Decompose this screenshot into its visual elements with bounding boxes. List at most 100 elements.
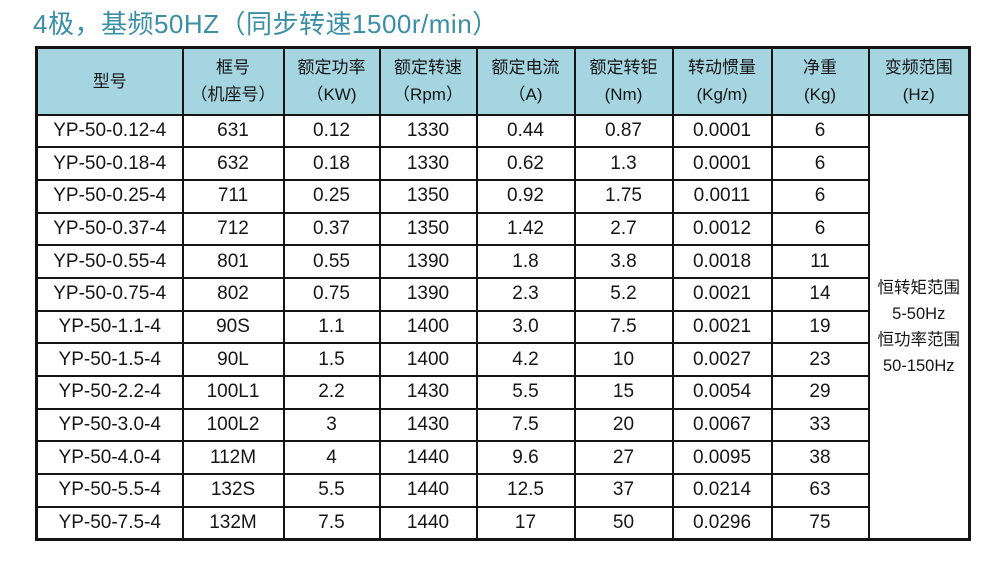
header-row: 型号 框号 （机座号） 额定功率 （KW) 额定转速 （Rpm） 额定电流 （A) 额定转钜 (Nm…	[35, 46, 971, 116]
table-cell: 712	[181, 211, 285, 247]
table-cell: 0.92	[475, 178, 576, 214]
table-cell: 0.37	[282, 211, 381, 247]
table-cell: 7.5	[282, 505, 381, 541]
table-row: YP-50-0.37-4 712 0.37 1350 1.42 2.7 0.0012 6	[35, 211, 970, 247]
table-cell: 0.0214	[671, 473, 773, 508]
table-row: YP-50-0.55-4 801 0.55 1390 1.8 3.8 0.0018 11	[35, 244, 970, 279]
column-header-6: 转动惯量 (Kg/m)	[671, 46, 773, 116]
table-cell: 1.8	[475, 244, 576, 279]
table-cell: 6	[770, 178, 870, 214]
column-header-line1: 转动惯量	[688, 58, 756, 78]
column-header-1: 框号 （机座号）	[181, 46, 285, 116]
table-cell: 3	[282, 407, 381, 443]
frequency-range-line: 恒转矩范围	[877, 278, 961, 297]
table-cell: 2.7	[573, 211, 674, 247]
table-cell: 19	[770, 309, 870, 345]
table-cell: 132M	[181, 505, 285, 541]
column-header-7: 净重 (Kg)	[770, 46, 870, 116]
table-cell: 11	[770, 244, 870, 279]
table-cell: 50	[573, 505, 674, 541]
table-cell: 0.25	[282, 178, 381, 214]
column-header-line1: 框号	[216, 58, 250, 78]
table-header: 型号 框号 （机座号） 额定功率 （KW) 额定转速 （Rpm） 额定电流 （A) 额定转钜 (Nm…	[35, 46, 971, 116]
table-cell: YP-50-0.12-4	[35, 113, 184, 149]
table-cell: 0.0067	[671, 407, 773, 443]
frequency-range-line: 5-50Hz	[892, 304, 946, 323]
table-cell: 100L2	[181, 407, 285, 443]
table-cell: 0.0054	[671, 375, 773, 410]
table-cell: 5.5	[475, 375, 576, 410]
table-cell: 1350	[378, 211, 478, 247]
table-cell: YP-50-3.0-4	[35, 407, 184, 443]
table-cell: 0.12	[282, 113, 381, 149]
table-cell: 0.0095	[671, 440, 773, 476]
column-header-line2: （A)	[508, 85, 543, 105]
frequency-range-line: 50-150Hz	[882, 356, 955, 375]
table-cell: 132S	[181, 473, 285, 508]
table-cell: YP-50-0.75-4	[35, 276, 184, 312]
table-cell: 801	[181, 244, 285, 279]
table-cell: 23	[770, 342, 870, 377]
table-cell: 0.0001	[671, 113, 773, 149]
table-cell: 12.5	[475, 473, 576, 508]
table-cell: 75	[770, 505, 870, 541]
column-header-line1: 额定功率	[297, 58, 366, 78]
table-cell: 63	[770, 473, 870, 508]
table-cell: 2.2	[282, 375, 381, 410]
table-cell: 1.5	[282, 342, 381, 377]
table-cell: 0.0021	[671, 276, 773, 312]
table-cell: 4	[282, 440, 381, 476]
table-cell: 7.5	[573, 309, 674, 345]
table-cell: 100L1	[181, 375, 285, 410]
table-cell: 0.55	[282, 244, 381, 279]
table-cell: 1.42	[475, 211, 576, 247]
table-cell: YP-50-0.25-4	[35, 178, 184, 214]
table-cell: 27	[573, 440, 674, 476]
table-cell: 14	[770, 276, 870, 312]
column-header-3: 额定转速 （Rpm）	[378, 46, 478, 116]
table-cell: 15	[573, 375, 674, 410]
table-cell: 37	[573, 473, 674, 508]
column-header-line2: （KW)	[306, 85, 357, 105]
table-cell: 33	[770, 407, 870, 443]
column-header-line2: (Hz)	[902, 85, 935, 105]
table-cell: 6	[770, 146, 870, 181]
column-header-8: 变频范围 (Hz)	[867, 46, 971, 116]
table-cell: YP-50-7.5-4	[35, 505, 184, 541]
column-header-line1: 额定转钜	[589, 58, 658, 78]
table-cell: YP-50-5.5-4	[35, 473, 184, 508]
table-cell: 1.3	[573, 146, 674, 181]
table-cell: 17	[475, 505, 576, 541]
table-cell: YP-50-0.18-4	[35, 146, 184, 181]
table-cell: 1.75	[573, 178, 674, 214]
table-cell: 1430	[378, 407, 478, 443]
table-cell: 0.62	[475, 146, 576, 181]
table-cell: 1330	[378, 146, 478, 181]
table-cell: 1390	[378, 276, 478, 312]
column-header-4: 额定电流 （A)	[475, 46, 576, 116]
table-row: YP-50-0.75-4 802 0.75 1390 2.3 5.2 0.0021 14	[35, 276, 970, 312]
column-header-line2: (Nm)	[604, 85, 643, 105]
motor-spec-table: 型号 框号 （机座号） 额定功率 （KW) 额定转速 （Rpm） 额定电流 （A) 额定转钜 (Nm…	[35, 46, 971, 541]
column-header-0: 型号	[35, 46, 184, 116]
table-cell: 1440	[378, 505, 478, 541]
frequency-range-cell: 恒转矩范围 5-50Hz 恒功率范围 50-150Hz	[867, 113, 971, 541]
column-header-line2: (Kg/m)	[696, 85, 748, 105]
table-row: YP-50-7.5-4 132M 7.5 1440 17 50 0.0296 75	[35, 505, 970, 541]
table-cell: 6	[770, 113, 870, 149]
table-cell: 0.0296	[671, 505, 773, 541]
table-cell: 1350	[378, 178, 478, 214]
table-row: YP-50-0.18-4 632 0.18 1330 0.62 1.3 0.0001 6	[35, 146, 970, 181]
table-cell: 38	[770, 440, 870, 476]
table-cell: 20	[573, 407, 674, 443]
table-cell: 10	[573, 342, 674, 377]
table-cell: 1390	[378, 244, 478, 279]
table-cell: 3.0	[475, 309, 576, 345]
column-header-5: 额定转钜 (Nm)	[573, 46, 674, 116]
table-cell: 29	[770, 375, 870, 410]
table-row: YP-50-2.2-4 100L1 2.2 1430 5.5 15 0.0054 29	[35, 375, 970, 410]
table-cell: 7.5	[475, 407, 576, 443]
table-cell: 1430	[378, 375, 478, 410]
table-cell: 1440	[378, 473, 478, 508]
